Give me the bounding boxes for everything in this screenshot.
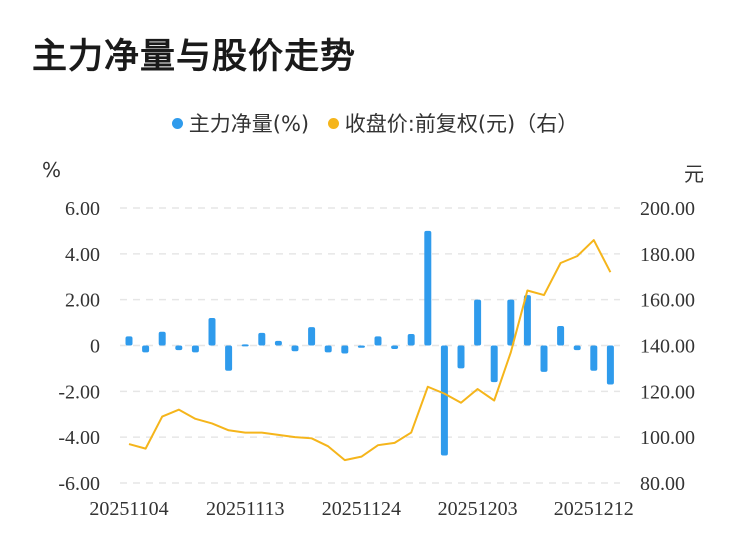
right-tick-label: 160.00 — [640, 290, 695, 312]
bar-net-volume[interactable] — [440, 345, 448, 456]
bar-net-volume[interactable] — [291, 345, 299, 352]
right-tick-label: 120.00 — [640, 381, 695, 403]
bar-series — [125, 230, 614, 456]
legend-item-net-volume[interactable]: 主力净量(%) — [171, 108, 310, 138]
bar-net-volume[interactable] — [175, 345, 183, 351]
x-tick-label: 20251203 — [438, 498, 518, 520]
bar-net-volume[interactable] — [606, 345, 614, 385]
bar-net-volume[interactable] — [557, 326, 565, 346]
bar-net-volume[interactable] — [507, 299, 515, 346]
bar-net-volume[interactable] — [308, 327, 316, 346]
bar-net-volume[interactable] — [540, 345, 548, 372]
right-tick-label: 180.00 — [640, 244, 695, 266]
bar-net-volume[interactable] — [357, 345, 365, 348]
bar-net-volume[interactable] — [241, 344, 249, 347]
legend-item-close-price[interactable]: 收盘价:前复权(元)（右） — [327, 108, 579, 138]
bar-net-volume[interactable] — [225, 345, 233, 371]
bar-net-volume[interactable] — [490, 345, 498, 383]
bar-net-volume[interactable] — [457, 345, 465, 369]
bar-net-volume[interactable] — [324, 345, 332, 353]
chart-title: 主力净量与股价走势 — [32, 37, 357, 77]
bar-net-volume[interactable] — [158, 331, 166, 346]
right-tick-label: 100.00 — [640, 427, 695, 449]
bar-net-volume[interactable] — [191, 345, 199, 353]
bar-net-volume[interactable] — [142, 345, 150, 353]
bar-net-volume[interactable] — [523, 295, 531, 346]
x-axis-ticks: 20251104 20251113 20251124 20251203 20251212 — [89, 498, 633, 520]
left-tick-label: -2.00 — [58, 381, 100, 403]
x-tick-label: 20251212 — [554, 498, 634, 520]
bar-net-volume[interactable] — [125, 336, 133, 346]
line-close-price[interactable] — [128, 239, 612, 462]
line-series — [128, 239, 612, 462]
bar-net-volume[interactable] — [407, 334, 415, 346]
bar-net-volume[interactable] — [474, 299, 482, 346]
right-axis-ticks: 200.00 180.00 160.00 140.00 120.00 100.00 80.0… — [640, 198, 695, 495]
x-tick-label: 20251124 — [322, 498, 401, 520]
left-axis-unit: % — [42, 158, 62, 182]
legend-dot-yellow-icon — [327, 117, 339, 129]
left-tick-label: -6.00 — [58, 473, 100, 495]
left-tick-label: 2.00 — [65, 290, 100, 312]
bar-net-volume[interactable] — [208, 318, 216, 346]
bar-net-volume[interactable] — [374, 336, 382, 346]
left-axis-ticks: 6.00 4.00 2.00 0 -2.00 -4.00 -6.00 — [58, 198, 100, 495]
left-tick-label: 4.00 — [65, 244, 100, 266]
bar-net-volume[interactable] — [573, 345, 581, 351]
bar-net-volume[interactable] — [258, 332, 266, 346]
right-tick-label: 80.00 — [640, 473, 685, 495]
right-tick-label: 140.00 — [640, 336, 695, 358]
grid-lines — [120, 207, 620, 484]
right-tick-label: 200.00 — [640, 198, 695, 220]
left-tick-label: 0 — [90, 336, 100, 358]
legend-label-net-volume: 主力净量(%) — [188, 112, 310, 136]
bar-net-volume[interactable] — [590, 345, 598, 371]
legend-label-close-price: 收盘价:前复权(元)（右） — [344, 112, 579, 136]
right-axis-unit: 元 — [684, 162, 704, 186]
left-tick-label: 6.00 — [65, 198, 100, 220]
bar-net-volume[interactable] — [391, 345, 399, 349]
left-tick-label: -4.00 — [58, 427, 100, 449]
bar-net-volume[interactable] — [341, 345, 349, 354]
x-tick-label: 20251104 — [89, 498, 168, 520]
x-tick-label: 20251113 — [206, 498, 285, 520]
legend-dot-blue-icon — [171, 117, 183, 129]
bar-net-volume[interactable] — [424, 230, 432, 346]
legend: 主力净量(%) 收盘价:前复权(元)（右） — [0, 108, 750, 138]
bar-net-volume[interactable] — [274, 340, 282, 346]
